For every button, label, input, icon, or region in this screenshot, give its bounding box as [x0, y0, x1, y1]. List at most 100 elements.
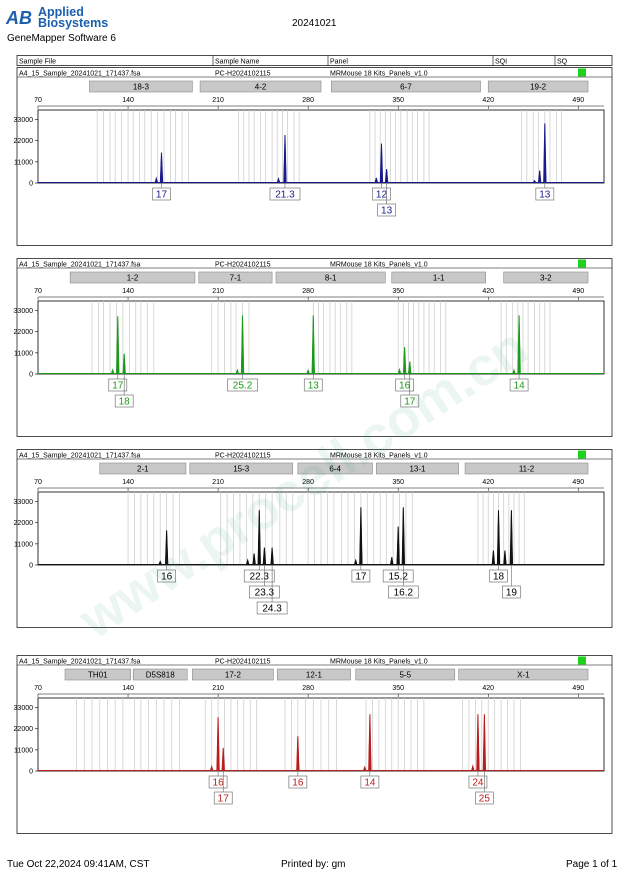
- panel-frame: [16, 655, 613, 834]
- panel-4: A4_15_Sample_20241021_171437.fsa PC-H2024…: [14, 655, 613, 834]
- allele-label: 13: [539, 190, 551, 201]
- allele-box: [387, 585, 419, 599]
- logo-letters: AB: [5, 8, 32, 28]
- column-header: Sample Name: [215, 59, 259, 66]
- x-tick-label: 490: [572, 97, 584, 104]
- allele-box: [114, 394, 134, 408]
- peak: [270, 547, 274, 565]
- marker-bar-fill: [391, 271, 486, 284]
- x-tick-label: 490: [572, 288, 584, 295]
- marker-bar: 6-7: [330, 80, 481, 93]
- peak: [158, 560, 162, 565]
- y-tick-label: 0: [29, 372, 33, 379]
- peak: [379, 143, 383, 183]
- allele-box: [468, 775, 488, 789]
- allele-box: [157, 569, 176, 583]
- allele-label: 16: [161, 572, 173, 583]
- sample-name: PC-H2024102115: [215, 71, 271, 78]
- allele-label: 13: [381, 206, 393, 217]
- sq-status-indicator: [578, 259, 586, 268]
- marker-bar: 19-2: [487, 80, 589, 93]
- panel-3: A4_15_Sample_20241021_171437.fsa PC-H2024…: [14, 449, 613, 628]
- allele-call: 14: [360, 771, 380, 789]
- peak: [160, 152, 163, 183]
- allele-box: [303, 378, 323, 392]
- sample-name: PC-H2024102115: [215, 453, 271, 460]
- marker-bar-fill: [464, 462, 589, 475]
- y-tick-label: 11000: [14, 159, 33, 166]
- sample-file: A4_15_Sample_20241021_171437.fsa: [19, 453, 141, 460]
- peak: [111, 368, 115, 374]
- allele-box: [395, 378, 414, 392]
- marker-label: D5S818: [146, 671, 175, 680]
- sample-name: PC-H2024102115: [215, 659, 271, 666]
- allele-label: 12: [376, 190, 388, 201]
- brand-line-2: Biosystems: [38, 16, 108, 30]
- plot-area: [37, 109, 605, 184]
- panel-name: MRMouse 18 Kits_Panels_v1.0: [330, 262, 428, 269]
- peak: [408, 361, 412, 374]
- x-tick-label: 490: [572, 685, 584, 692]
- y-tick-label: 33000: [14, 308, 34, 315]
- allele-call: 16: [288, 771, 308, 789]
- panel-1: A4_15_Sample_20241021_171437.fsa PC-H2024…: [14, 67, 613, 246]
- x-tick-label: 70: [34, 288, 42, 295]
- allele-box: [382, 569, 414, 583]
- allele-box: [535, 187, 555, 201]
- y-tick-label: 11000: [14, 747, 33, 754]
- marker-label: 17-2: [225, 671, 242, 680]
- allele-call: 24: [468, 771, 488, 789]
- marker-bar-fill: [503, 271, 589, 284]
- marker-bar: 2-1: [99, 462, 187, 475]
- marker-bar: X-1: [458, 668, 589, 681]
- panel-frame: [16, 67, 613, 246]
- allele-label: 15.2: [388, 572, 408, 583]
- allele-label: 19: [506, 588, 518, 599]
- peak: [262, 547, 266, 565]
- allele-call: 19: [502, 565, 521, 599]
- applied-biosystems-logo: AB: [5, 8, 32, 28]
- x-tick-label: 140: [122, 479, 134, 486]
- allele-box: [360, 775, 380, 789]
- column-header: Sample File: [19, 59, 56, 66]
- marker-bar: 3-2: [503, 271, 589, 284]
- allele-label: 24.3: [262, 604, 282, 615]
- peak: [532, 180, 537, 183]
- page-number: Page 1 of 1: [566, 859, 618, 870]
- x-tick-label: 350: [392, 685, 404, 692]
- marker-label: 7-1: [230, 274, 242, 283]
- marker-label: 6-7: [400, 83, 412, 92]
- allele-label: 17: [218, 794, 230, 805]
- peak: [374, 177, 378, 183]
- allele-box: [351, 569, 371, 583]
- allele-box: [475, 791, 494, 805]
- peak: [482, 714, 486, 771]
- marker-bar-fill: [99, 462, 187, 475]
- allele-call: 17: [108, 374, 128, 392]
- x-tick-label: 420: [482, 685, 494, 692]
- marker-bar: D5S818: [132, 668, 188, 681]
- peak: [116, 316, 120, 374]
- peak: [311, 315, 315, 374]
- allele-label: 22.3: [250, 572, 270, 583]
- peak: [491, 550, 495, 565]
- allele-label: 18: [493, 572, 505, 583]
- marker-bar-fill: [64, 668, 131, 681]
- marker-bar: 5-5: [355, 668, 456, 681]
- allele-box: [208, 775, 228, 789]
- peak: [397, 368, 402, 374]
- peak: [246, 559, 250, 565]
- marker-bar-fill: [487, 80, 589, 93]
- y-tick-label: 22000: [14, 138, 34, 145]
- allele-label: 14: [364, 778, 376, 789]
- peak: [403, 347, 407, 374]
- x-tick-label: 420: [482, 97, 494, 104]
- allele-label: 16: [213, 778, 225, 789]
- marker-label: 1-1: [433, 274, 445, 283]
- allele-box: [372, 187, 391, 201]
- x-tick-label: 350: [392, 288, 404, 295]
- sample-file: A4_15_Sample_20241021_171437.fsa: [19, 262, 141, 269]
- allele-call: 22.3: [243, 565, 275, 583]
- allele-box: [400, 394, 420, 408]
